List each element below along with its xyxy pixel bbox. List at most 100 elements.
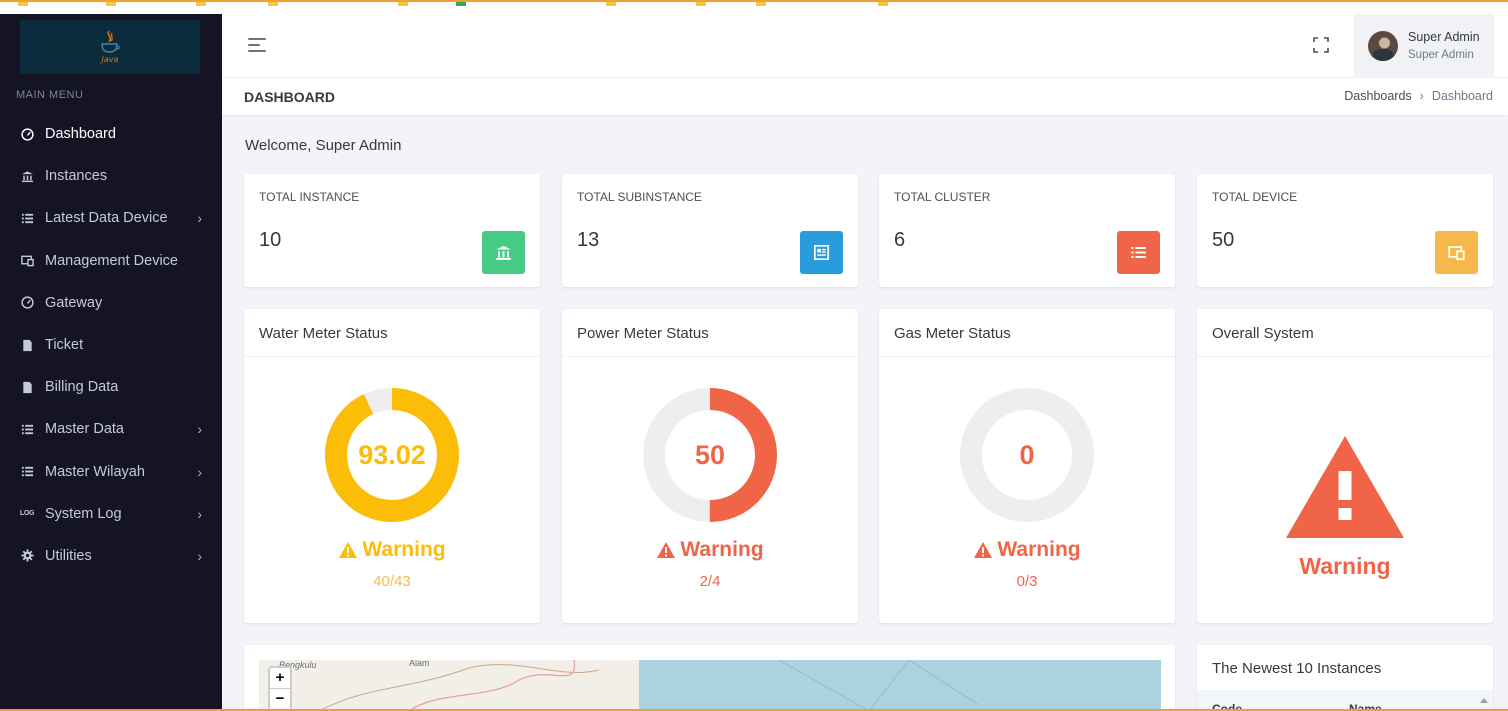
list-icon <box>20 211 34 225</box>
warning-icon <box>974 542 993 558</box>
card-divider <box>562 356 858 357</box>
gas-meter-donut <box>960 388 1094 522</box>
map[interactable]: Bengkulu Alam <box>259 660 1161 711</box>
chevron-right-icon: › <box>1419 89 1424 103</box>
sidebar-item-master-wilayah[interactable]: Master Wilayah › <box>0 451 222 493</box>
sidebar-item-label: Utilities <box>45 547 92 564</box>
list-icon <box>1117 231 1160 274</box>
list-icon <box>20 465 34 479</box>
chevron-right-icon: › <box>197 210 202 227</box>
user-role: Super Admin <box>1408 49 1474 61</box>
bank-icon <box>482 231 525 274</box>
chevron-right-icon: › <box>197 547 202 564</box>
status-label: Warning <box>997 538 1081 561</box>
card-title: Power Meter Status <box>577 325 709 342</box>
page-edge-line <box>0 709 1508 711</box>
stat-label: TOTAL CLUSTER <box>894 190 991 204</box>
sidebar-item-instances[interactable]: Instances <box>0 155 222 197</box>
card-title: Overall System <box>1212 325 1314 342</box>
speedometer-icon <box>20 127 34 141</box>
card-title: The Newest 10 Instances <box>1212 660 1382 677</box>
card-title: Gas Meter Status <box>894 325 1011 342</box>
sidebar-item-label: Billing Data <box>45 379 119 396</box>
bank-icon <box>20 169 34 183</box>
stat-value: 10 <box>259 229 282 251</box>
stat-label: TOTAL SUBINSTANCE <box>577 190 702 204</box>
water-meter-card: Water Meter Status 93.02 Warning 40/43 <box>244 309 540 623</box>
map-roads <box>318 660 980 711</box>
stat-value: 13 <box>577 229 600 251</box>
speedometer-icon <box>20 296 34 310</box>
status-ratio: 40/43 <box>373 573 411 590</box>
sidebar-menu: Dashboard Instances Latest Data Device ›… <box>0 113 222 577</box>
scroll-up-arrow-icon[interactable] <box>1479 696 1489 704</box>
stat-label: TOTAL INSTANCE <box>259 190 360 204</box>
status-ratio: 2/4 <box>699 573 721 590</box>
page-title: DASHBOARD <box>244 89 335 105</box>
sidebar-item-system-log[interactable]: LOG System Log › <box>0 493 222 535</box>
sidebar-item-label: Master Wilayah <box>45 463 145 480</box>
status-ratio: 0/3 <box>1016 573 1038 590</box>
welcome-text: Welcome, Super Admin <box>245 137 402 154</box>
java-cup-icon: Java <box>100 30 120 64</box>
map-label-place: Alam <box>409 660 430 668</box>
chevron-right-icon: › <box>197 463 202 480</box>
devices-icon <box>1435 231 1478 274</box>
map-zoom-control: + − <box>268 666 292 711</box>
sidebar-item-gateway[interactable]: Gateway <box>0 282 222 324</box>
column-header-code: Code <box>1212 702 1242 711</box>
user-menu[interactable]: Super Admin Super Admin <box>1354 14 1494 78</box>
card-divider <box>244 356 540 357</box>
sidebar-item-dashboard[interactable]: Dashboard <box>0 113 222 155</box>
chevron-right-icon: › <box>197 421 202 438</box>
status-row: Warning <box>244 538 540 562</box>
sidebar-item-label: Instances <box>45 168 108 185</box>
stat-value: 6 <box>894 229 906 251</box>
page-title-bar: DASHBOARD Dashboards › Dashboard <box>222 78 1508 115</box>
sidebar-item-ticket[interactable]: Ticket <box>0 324 222 366</box>
stat-card-total-subinstance: TOTAL SUBINSTANCE 13 <box>562 174 858 287</box>
stat-value: 50 <box>1212 229 1235 251</box>
card-title: Water Meter Status <box>259 325 388 342</box>
gauge-value: 0 <box>1019 440 1035 470</box>
newspaper-icon <box>800 231 843 274</box>
map-land <box>259 660 639 711</box>
card-divider <box>1197 356 1493 357</box>
sidebar-item-label: System Log <box>45 505 122 522</box>
sidebar: Java MAIN MENU Dashboard Instances Lates… <box>0 14 222 711</box>
breadcrumb-link[interactable]: Dashboards <box>1344 89 1412 103</box>
browser-bookmark-strip <box>0 0 1508 14</box>
warning-icon <box>339 542 358 558</box>
sidebar-item-label: Gateway <box>45 294 103 311</box>
menu-toggle-icon[interactable] <box>248 38 266 52</box>
avatar <box>1368 31 1398 61</box>
card-divider <box>879 356 1175 357</box>
file-icon <box>20 380 34 394</box>
sidebar-item-master-data[interactable]: Master Data › <box>0 408 222 450</box>
status-label: Warning <box>362 538 446 561</box>
sidebar-item-latest-data-device[interactable]: Latest Data Device › <box>0 197 222 239</box>
sidebar-item-management-device[interactable]: Management Device <box>0 240 222 282</box>
sidebar-item-label: Management Device <box>45 252 178 269</box>
sidebar-item-billing-data[interactable]: Billing Data <box>0 366 222 408</box>
stat-label: TOTAL DEVICE <box>1212 190 1298 204</box>
zoom-in-button[interactable]: + <box>275 669 285 686</box>
sidebar-item-label: Ticket <box>45 337 84 354</box>
list-icon <box>20 422 34 436</box>
overall-status: Warning <box>1299 553 1391 579</box>
sidebar-item-utilities[interactable]: Utilities › <box>0 535 222 577</box>
java-logo[interactable]: Java <box>20 20 200 74</box>
power-meter-card: Power Meter Status 50 Warning 2/4 <box>562 309 858 623</box>
menu-title: MAIN MENU <box>16 89 84 101</box>
sidebar-item-label: Latest Data Device <box>45 210 168 227</box>
map-label-city: Bengkulu <box>279 660 317 670</box>
breadcrumb-current: Dashboard <box>1431 89 1493 103</box>
gauge-value: 50 <box>694 440 726 470</box>
warning-icon <box>1286 436 1404 538</box>
fullscreen-icon[interactable] <box>1312 36 1330 54</box>
gauge-value: 93.02 <box>358 440 426 470</box>
gas-meter-card: Gas Meter Status 0 Warning 0/3 <box>879 309 1175 623</box>
warning-icon <box>657 542 676 558</box>
zoom-out-button[interactable]: − <box>270 688 290 708</box>
topbar: Super Admin Super Admin <box>222 14 1508 78</box>
